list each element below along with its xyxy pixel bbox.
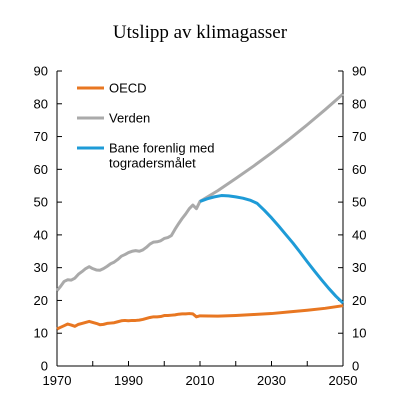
x-tick-label: 2010 (186, 373, 215, 388)
y-tick-label-left: 50 (34, 195, 48, 210)
series-group (55, 92, 345, 331)
y-tick-label-left: 40 (34, 227, 48, 242)
x-tick-label: 2030 (257, 373, 286, 388)
y-tick-label-left: 20 (34, 293, 48, 308)
y-tick-label-right: 20 (352, 293, 366, 308)
y-tick-label-left: 0 (41, 359, 48, 374)
legend-label: Verden (109, 111, 150, 126)
y-tick-label-right: 40 (352, 227, 366, 242)
y-tick-label-right: 0 (352, 359, 359, 374)
y-tick-label-left: 90 (34, 64, 48, 79)
series-line-bane-forenlig-med-togradersm-let (199, 194, 345, 305)
y-tick-label-left: 10 (34, 326, 48, 341)
y-tick-label-left: 60 (34, 162, 48, 177)
chart-title: Utslipp av klimagasser (113, 22, 288, 43)
x-tick-label: 2050 (329, 373, 358, 388)
y-tick-label-right: 90 (352, 64, 366, 79)
y-tick-label-right: 30 (352, 260, 366, 275)
legend: OECD Verden Bane forenlig med togradersmåle… (77, 81, 215, 171)
y-tick-label-right: 10 (352, 326, 366, 341)
y-tick-label-left: 30 (34, 260, 48, 275)
y-tick-label-right: 60 (352, 162, 366, 177)
y-tick-label-right: 70 (352, 129, 366, 144)
series-line-verden (55, 92, 344, 292)
y-tick-label-left: 70 (34, 129, 48, 144)
legend-label: Bane forenlig med togradersmålet (109, 141, 215, 171)
y-tick-label-right: 50 (352, 195, 366, 210)
x-tick-label: 1970 (43, 373, 72, 388)
series-line-oecd (56, 304, 344, 331)
legend-label: OECD (109, 81, 147, 96)
x-tick-label: 1990 (114, 373, 143, 388)
y-tick-label-left: 80 (34, 96, 48, 111)
y-tick-label-right: 80 (352, 96, 366, 111)
